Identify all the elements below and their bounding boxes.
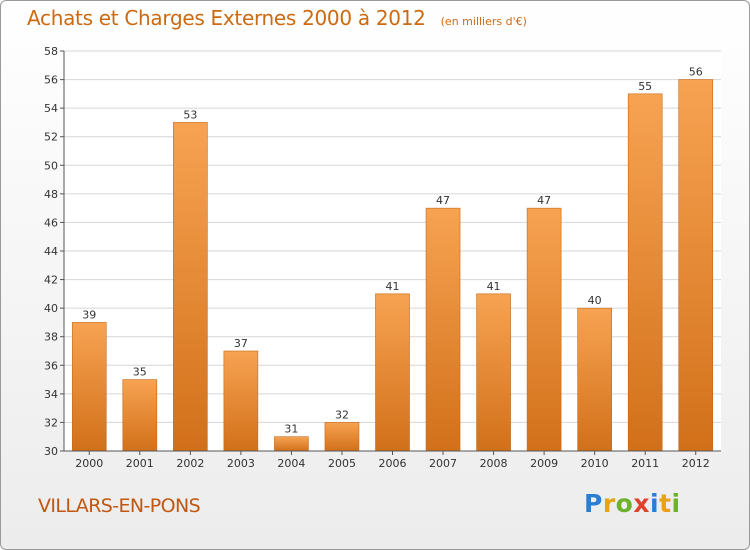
location-label: VILLARS-EN-PONS bbox=[38, 495, 201, 517]
y-tick-label: 52 bbox=[44, 131, 58, 144]
unit-note: (en milliers d'€) bbox=[440, 15, 527, 28]
value-label: 47 bbox=[436, 194, 450, 207]
y-tick-label: 54 bbox=[44, 102, 58, 115]
value-label: 37 bbox=[234, 337, 248, 350]
value-label: 35 bbox=[133, 366, 147, 379]
y-tick-label: 48 bbox=[44, 188, 58, 201]
bars bbox=[71, 79, 714, 452]
y-tick-label: 38 bbox=[44, 331, 58, 344]
axes bbox=[60, 50, 721, 455]
y-tick-label: 40 bbox=[44, 302, 58, 315]
x-tick-label: 2012 bbox=[682, 457, 710, 470]
x-tick-label: 2000 bbox=[75, 457, 103, 470]
x-tick-label: 2003 bbox=[227, 457, 255, 470]
bar bbox=[526, 207, 562, 452]
y-tick-label: 58 bbox=[44, 45, 58, 58]
x-tick-label: 2007 bbox=[429, 457, 457, 470]
value-label: 56 bbox=[689, 66, 703, 79]
x-tick-label: 2010 bbox=[581, 457, 609, 470]
x-tick-label: 2008 bbox=[480, 457, 508, 470]
value-label: 41 bbox=[487, 280, 501, 293]
value-label: 40 bbox=[588, 294, 602, 307]
x-tick-label: 2005 bbox=[328, 457, 356, 470]
bar bbox=[476, 293, 511, 452]
x-tick-label: 2001 bbox=[126, 457, 154, 470]
value-label: 31 bbox=[284, 423, 298, 436]
x-tick-label: 2011 bbox=[631, 457, 659, 470]
y-tick-label: 46 bbox=[44, 216, 58, 229]
y-tick-label: 50 bbox=[44, 159, 58, 172]
chart-title: Achats et Charges Externes 2000 à 2012 bbox=[27, 6, 426, 30]
bar bbox=[324, 422, 360, 452]
chart-header: Achats et Charges Externes 2000 à 2012 (… bbox=[27, 6, 527, 30]
proxiti-logo[interactable]: Proxiti bbox=[584, 489, 681, 518]
bar bbox=[173, 122, 208, 452]
value-label: 32 bbox=[335, 408, 349, 421]
bar bbox=[627, 93, 663, 452]
y-tick-label: 44 bbox=[44, 245, 58, 258]
y-tick-label: 56 bbox=[44, 74, 58, 87]
bar bbox=[122, 379, 158, 452]
y-tick-label: 30 bbox=[44, 445, 58, 458]
x-tick-label: 2002 bbox=[176, 457, 204, 470]
bar bbox=[678, 79, 714, 452]
labels: 30 32 34 36 38 40 42 44 46 48 50 52 54 56 58 39 2000 35 20… bbox=[44, 45, 710, 470]
value-label: 53 bbox=[183, 108, 197, 121]
value-label: 41 bbox=[386, 280, 400, 293]
value-label: 55 bbox=[638, 80, 652, 93]
bar bbox=[223, 350, 259, 452]
bar bbox=[577, 307, 612, 452]
bar bbox=[274, 436, 309, 452]
value-label: 47 bbox=[537, 194, 551, 207]
x-tick-label: 2009 bbox=[530, 457, 558, 470]
x-tick-label: 2004 bbox=[277, 457, 305, 470]
y-tick-label: 34 bbox=[44, 388, 58, 401]
y-tick-label: 42 bbox=[44, 274, 58, 287]
x-tick-label: 2006 bbox=[379, 457, 407, 470]
bar bbox=[375, 293, 410, 452]
bar bbox=[425, 207, 461, 452]
value-label: 39 bbox=[82, 308, 96, 321]
y-tick-label: 36 bbox=[44, 359, 58, 372]
y-tick-label: 32 bbox=[44, 416, 58, 429]
bar bbox=[71, 322, 107, 452]
